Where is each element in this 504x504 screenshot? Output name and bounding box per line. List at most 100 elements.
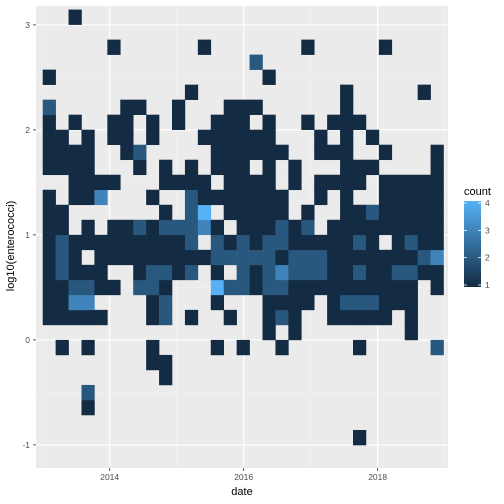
heatmap-tile bbox=[262, 309, 276, 326]
heatmap-tile bbox=[327, 174, 341, 191]
heatmap-tile bbox=[365, 309, 380, 326]
heatmap-tile bbox=[107, 174, 121, 191]
heatmap-tile bbox=[159, 174, 173, 191]
heatmap-tile bbox=[42, 159, 56, 176]
heatmap-tile bbox=[236, 339, 250, 356]
heatmap-tile bbox=[94, 309, 108, 326]
heatmap-tile bbox=[210, 219, 225, 236]
heatmap-tile bbox=[301, 249, 315, 266]
heatmap-tile bbox=[249, 144, 263, 161]
heatmap-tile bbox=[197, 174, 212, 191]
heatmap-tile bbox=[55, 279, 69, 296]
heatmap-tile bbox=[42, 204, 56, 221]
heatmap-tile bbox=[120, 129, 134, 146]
heatmap-tile bbox=[249, 189, 263, 206]
heatmap-tile bbox=[107, 114, 121, 130]
heatmap-tile bbox=[301, 204, 315, 221]
heatmap-tile bbox=[133, 234, 147, 251]
heatmap-tile bbox=[171, 99, 186, 115]
heatmap-tile bbox=[314, 144, 328, 161]
heatmap-tile bbox=[262, 159, 276, 176]
heatmap-tile bbox=[404, 174, 418, 191]
heatmap-tile bbox=[68, 114, 82, 130]
heatmap-tile bbox=[223, 309, 237, 326]
heatmap-tile bbox=[42, 294, 56, 311]
heatmap-tile bbox=[146, 339, 160, 356]
heatmap-tile bbox=[275, 294, 289, 311]
heatmap-tile bbox=[55, 309, 69, 326]
heatmap-tile bbox=[197, 39, 212, 55]
heatmap-tile bbox=[146, 234, 160, 251]
heatmap-tile bbox=[42, 99, 56, 115]
heatmap-tile bbox=[68, 309, 82, 326]
heatmap-tile bbox=[353, 309, 367, 326]
heatmap-tile bbox=[94, 234, 108, 251]
heatmap-tile bbox=[55, 339, 69, 356]
legend-tick-label: 4 bbox=[485, 198, 490, 208]
heatmap-tile bbox=[301, 234, 315, 251]
heatmap-tile bbox=[159, 309, 173, 326]
heatmap-tile bbox=[340, 129, 354, 146]
heatmap-tile bbox=[378, 39, 393, 55]
heatmap-tile bbox=[404, 249, 418, 266]
heatmap-tile bbox=[197, 219, 212, 236]
y-tick-label: 0 bbox=[25, 335, 30, 345]
heatmap-tile bbox=[42, 144, 56, 161]
heatmap-tile bbox=[249, 234, 263, 251]
heatmap-tile bbox=[430, 219, 444, 236]
heatmap-tile bbox=[42, 114, 56, 130]
heatmap-tile bbox=[340, 264, 354, 281]
heatmap-tile bbox=[236, 279, 250, 296]
heatmap-tile bbox=[404, 204, 418, 221]
heatmap-tile bbox=[42, 264, 56, 281]
heatmap-tile bbox=[275, 264, 289, 281]
heatmap-tile bbox=[365, 219, 380, 236]
heatmap-tile bbox=[171, 234, 186, 251]
heatmap-tile bbox=[55, 219, 69, 236]
heatmap-tile bbox=[378, 264, 393, 281]
heatmap-tile bbox=[301, 39, 315, 55]
heatmap-tile bbox=[236, 114, 250, 130]
heatmap-tile bbox=[365, 279, 380, 296]
heatmap-tiles bbox=[42, 9, 444, 446]
heatmap-tile bbox=[262, 129, 276, 146]
heatmap-tile bbox=[391, 234, 406, 251]
heatmap-tile bbox=[353, 429, 367, 446]
heatmap-tile bbox=[340, 99, 354, 115]
heatmap-tile bbox=[262, 264, 276, 281]
heatmap-tile bbox=[391, 294, 406, 311]
heatmap-tile bbox=[159, 159, 173, 176]
heatmap-tile bbox=[275, 339, 289, 356]
heatmap-tile bbox=[159, 354, 173, 371]
heatmap-tile bbox=[340, 84, 354, 100]
heatmap-tile bbox=[171, 114, 186, 130]
heatmap-tile bbox=[236, 189, 250, 206]
y-tick-label: -1 bbox=[22, 440, 30, 450]
heatmap-tile bbox=[301, 279, 315, 296]
heatmap-tile bbox=[94, 279, 108, 296]
heatmap-tile bbox=[146, 279, 160, 296]
heatmap-tile bbox=[378, 249, 393, 266]
heatmap-tile bbox=[236, 249, 250, 266]
heatmap-tile bbox=[430, 159, 444, 176]
heatmap-tile bbox=[81, 279, 95, 296]
heatmap-tile bbox=[197, 204, 212, 221]
heatmap-tile bbox=[262, 204, 276, 221]
heatmap-tile bbox=[146, 294, 160, 311]
heatmap-tile bbox=[42, 219, 56, 236]
heatmap-tile bbox=[327, 294, 341, 311]
heatmap-tile bbox=[404, 279, 418, 296]
heatmap-tile bbox=[223, 159, 237, 176]
heatmap-tile bbox=[236, 99, 250, 115]
heatmap-tile bbox=[327, 144, 341, 161]
heatmap-tile bbox=[327, 279, 341, 296]
heatmap-tile bbox=[159, 294, 173, 311]
heatmap-tile bbox=[340, 234, 354, 251]
heatmap-tile bbox=[430, 339, 444, 356]
heatmap-tile bbox=[55, 249, 69, 266]
heatmap-tile bbox=[223, 129, 237, 146]
heatmap-tile bbox=[404, 219, 418, 236]
heatmap-tile bbox=[55, 234, 69, 251]
heatmap-tile bbox=[249, 204, 263, 221]
heatmap-tile bbox=[391, 204, 406, 221]
